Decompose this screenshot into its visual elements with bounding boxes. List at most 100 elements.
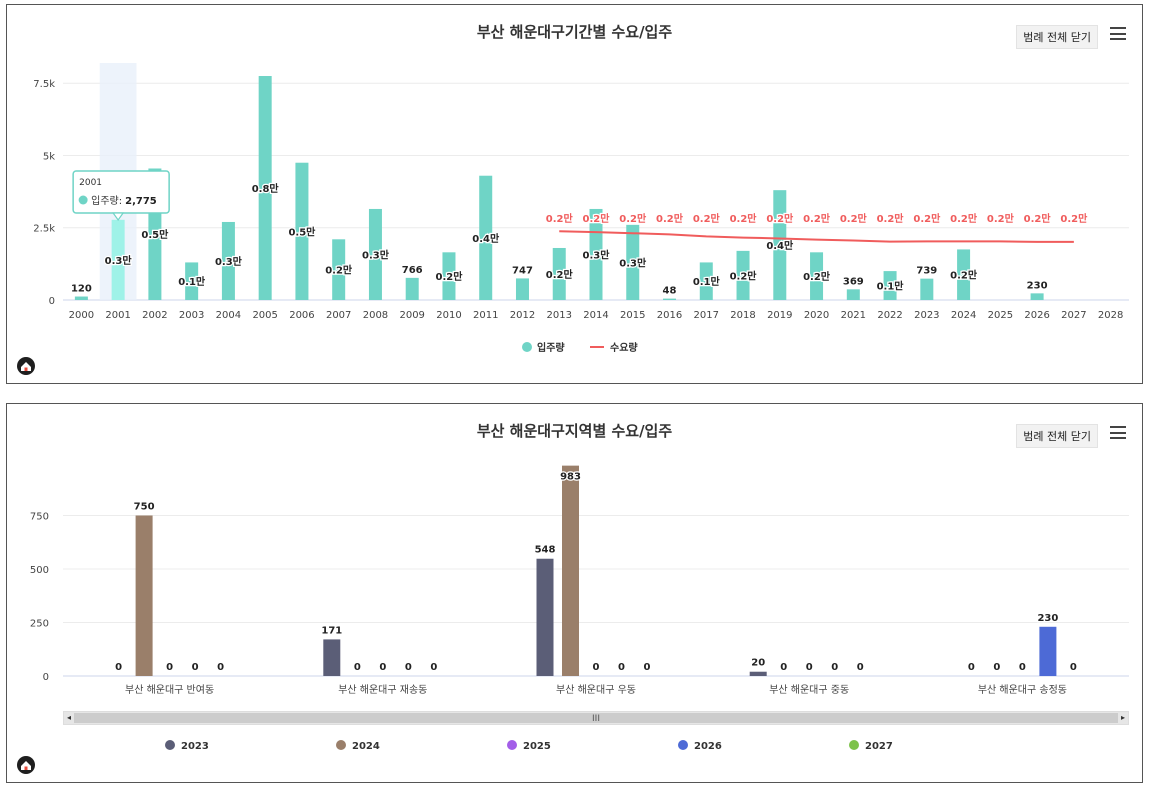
- legend-close-all-button[interactable]: 범례 전체 닫기: [1016, 25, 1098, 49]
- y-tick-label: 0: [49, 296, 55, 307]
- line-data-label: 0.2만: [656, 212, 684, 225]
- x-tick-label: 부산 해운대구 중동: [769, 683, 849, 696]
- x-tick-label: 2002: [142, 310, 167, 321]
- bar-data-label: 0: [993, 662, 1000, 673]
- line-data-label: 0.2만: [766, 212, 794, 225]
- bar-data-label: 0: [354, 662, 361, 673]
- bar-data-label: 0.2만: [730, 269, 758, 282]
- legend-marker-2026: [678, 740, 688, 750]
- bar-2004: [221, 221, 235, 300]
- x-tick-label: 2015: [620, 310, 645, 321]
- chart-title: 부산 해운대구지역별 수요/입주: [476, 422, 673, 440]
- x-tick-label: 2013: [547, 310, 572, 321]
- scroll-thumb[interactable]: III: [74, 713, 1118, 724]
- bar-2009: [405, 277, 419, 300]
- bar-2018: [736, 250, 750, 300]
- bar-data-label: 120: [71, 284, 92, 295]
- region-chart-panel: 부산 해운대구지역별 수요/입주 범례 전체 닫기 0 250 500 750 0 750…: [6, 403, 1143, 783]
- bar-data-label: 0.2만: [803, 270, 831, 283]
- line-data-label: 0.2만: [693, 212, 721, 225]
- bar-data-label: 0: [192, 662, 199, 673]
- x-tick-label: 2021: [841, 310, 866, 321]
- x-tick-label: 2004: [216, 310, 241, 321]
- bar-data-label: 747: [512, 265, 533, 276]
- bar-data-label: 0.5만: [141, 228, 169, 241]
- y-tick-label: 5k: [43, 151, 55, 162]
- bar-data-label: 0: [405, 662, 412, 673]
- bar-data-label: 0.1만: [178, 275, 206, 288]
- legend-label-demand: 수요량: [610, 342, 638, 354]
- bar-2011: [479, 175, 493, 300]
- demand-line: [559, 230, 1074, 243]
- y-tick-label: 2.5k: [33, 224, 55, 235]
- bar-data-label: 0: [430, 662, 437, 673]
- legend-label-2024: 2024: [352, 741, 380, 752]
- legend-marker-2027: [849, 740, 859, 750]
- y-tick-label: 500: [30, 565, 49, 576]
- legend-marker-2025: [507, 740, 517, 750]
- x-tick-label: 2005: [252, 310, 277, 321]
- tooltip-label: 입주량:: [91, 194, 122, 207]
- legend-marker-2024: [336, 740, 346, 750]
- x-tick-label: 2023: [914, 310, 939, 321]
- legend-label-2026: 2026: [694, 741, 722, 752]
- tooltip-title: 2001: [79, 178, 102, 188]
- x-tick-label: 부산 해운대구 우동: [556, 683, 636, 696]
- bar-data-label: 0: [780, 662, 787, 673]
- bar-data-label: 0: [644, 662, 651, 673]
- bar-data-label: 0.1만: [877, 280, 905, 293]
- bar-data-label: 0: [593, 662, 600, 673]
- legend-marker-supply: [522, 342, 532, 352]
- bar-data-label: 0.3만: [362, 248, 390, 261]
- bar-2016: [663, 298, 677, 300]
- bar-2021: [846, 289, 860, 300]
- line-data-label: 0.2만: [1060, 212, 1088, 225]
- bar-data-label: 230: [1027, 280, 1048, 291]
- bar-2013: [552, 247, 566, 300]
- bar-data-label: 0: [1019, 662, 1026, 673]
- bar-2000: [74, 296, 88, 300]
- bar-2023: [749, 671, 767, 676]
- bar-data-label: 0.3만: [619, 256, 647, 269]
- home-logo-icon[interactable]: [17, 756, 35, 774]
- x-tick-label: 부산 해운대구 송정동: [978, 683, 1067, 696]
- home-logo-icon[interactable]: [17, 357, 35, 375]
- bar-2019: [773, 190, 787, 300]
- line-data-label: 0.2만: [1024, 212, 1052, 225]
- bar-data-label: 739: [916, 266, 937, 277]
- bar-2026: [1030, 293, 1044, 300]
- scroll-left-arrow-icon[interactable]: ◂: [66, 713, 71, 722]
- bar-2020: [810, 252, 824, 300]
- horizontal-scrollbar[interactable]: ◂ III ▸: [63, 711, 1129, 725]
- bar-data-label: 0: [217, 662, 224, 673]
- line-data-label: 0.2만: [950, 212, 978, 225]
- x-tick-label: 부산 해운대구 반여동: [125, 683, 214, 696]
- bar-data-label: 0: [857, 662, 864, 673]
- bar-data-label: 0: [1070, 662, 1077, 673]
- bar-2001: [111, 219, 125, 300]
- bar-2015: [626, 224, 640, 300]
- hamburger-menu-icon[interactable]: [1110, 426, 1126, 439]
- x-tick-label: 2025: [988, 310, 1013, 321]
- x-tick-label: 2009: [399, 310, 424, 321]
- x-tick-label: 2017: [694, 310, 719, 321]
- x-tick-label: 2000: [69, 310, 94, 321]
- bar-data-label: 0.2만: [325, 264, 353, 277]
- tooltip-marker: [78, 195, 88, 205]
- bar-data-label: 0.2만: [950, 269, 978, 282]
- x-tick-label: 2019: [767, 310, 792, 321]
- bar-data-label: 0.1만: [693, 275, 721, 288]
- bar-2012: [515, 278, 529, 300]
- bar-2024: [957, 249, 971, 300]
- x-tick-label: 2006: [289, 310, 314, 321]
- bar-2017: [699, 262, 713, 300]
- line-data-label: 0.2만: [803, 212, 831, 225]
- bar-data-label: 0: [831, 662, 838, 673]
- legend-close-all-button[interactable]: 범례 전체 닫기: [1016, 424, 1098, 448]
- scroll-right-arrow-icon[interactable]: ▸: [1120, 713, 1125, 722]
- bar-2024: [135, 515, 153, 676]
- hamburger-menu-icon[interactable]: [1110, 27, 1126, 40]
- x-tick-label: 2001: [105, 310, 130, 321]
- bar-data-label: 20: [751, 658, 765, 669]
- bar-2024: [562, 465, 579, 676]
